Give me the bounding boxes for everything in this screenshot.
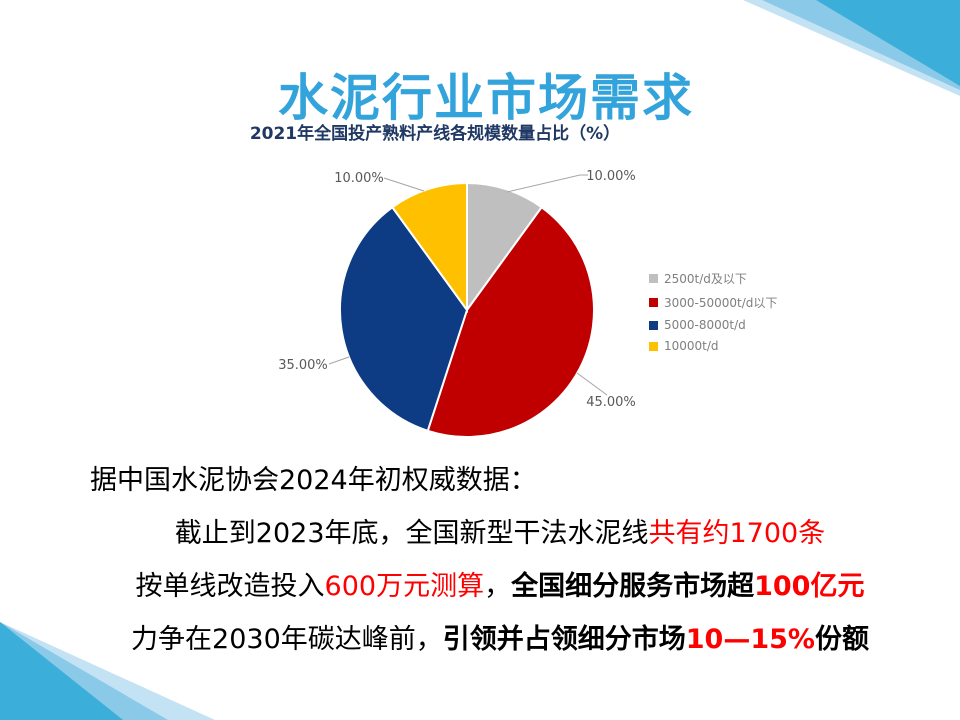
text-segment: 100亿元 [754, 571, 865, 602]
pie-slice-0 [466, 181, 544, 314]
text-segment: 引领并占领细分市场 [442, 624, 686, 655]
chart-legend: 2500t/d及以下 3000-50000t/d以下 5000-8000t/d 100… [649, 270, 777, 360]
leader-line-1 [576, 372, 608, 396]
pie-label-0: 10.00% [586, 169, 636, 184]
legend-item-1: 3000-50000t/d以下 [649, 294, 777, 311]
legend-label: 2500t/d及以下 [664, 272, 747, 286]
leader-line-2 [328, 356, 350, 365]
pie-slice-3 [390, 181, 468, 314]
legend-item-2: 5000-8000t/d [649, 318, 777, 332]
pie-label-2: 35.00% [278, 358, 328, 373]
text-segment: 力争在2030年碳达峰前， [131, 624, 443, 655]
legend-label: 10000t/d [664, 339, 719, 353]
legend-swatch-icon [649, 298, 658, 307]
legend-swatch-icon [649, 341, 658, 351]
leader-line-3 [383, 177, 425, 192]
legend-swatch-icon [649, 274, 658, 283]
body-line-1: 据中国水泥协会2024年初权威数据： [90, 466, 910, 496]
pie-label-1: 45.00% [586, 395, 636, 410]
text-segment: 按单线改造投入 [135, 571, 325, 602]
pie-chart: 10.00% 45.00% 35.00% 10.00% [278, 169, 636, 438]
body-line-2: 截止到2023年底，全国新型干法水泥线共有约1700条 [90, 519, 910, 549]
pie-slice-1 [426, 205, 595, 438]
slide-title: 水泥行业市场需求 [278, 69, 694, 127]
text-segment: 据中国水泥协会2024年初权威数据： [90, 465, 537, 496]
body-line-3: 按单线改造投入600万元测算，全国细分服务市场超100亿元 [90, 572, 910, 602]
text-segment: 共有约1700条 [648, 518, 826, 549]
text-segment: 600万元测算 [324, 571, 485, 602]
body-line-4: 力争在2030年碳达峰前，引领并占领细分市场10—15%份额 [90, 625, 910, 655]
legend-item-3: 10000t/d [649, 339, 777, 353]
text-segment: 全国细分服务市场超 [511, 571, 755, 602]
pie-data-labels: 10.00% 45.00% 35.00% 10.00% [278, 169, 636, 410]
text-segment: 份额 [814, 624, 869, 655]
text-segment: 10—15% [685, 624, 815, 655]
leader-line-0 [506, 174, 588, 193]
body-text-block: 据中国水泥协会2024年初权威数据： 截止到2023年底，全国新型干法水泥线共有约… [90, 466, 910, 678]
legend-label: 3000-50000t/d以下 [664, 296, 778, 310]
text-segment: ， [484, 571, 512, 602]
text-segment: 截止到2023年底，全国新型干法水泥线 [174, 518, 649, 549]
legend-swatch-icon [649, 320, 658, 330]
pie-label-3: 10.00% [334, 171, 384, 186]
pie-slices [339, 181, 595, 438]
pie-leader-lines [328, 174, 608, 396]
pie-slice-2 [339, 205, 469, 433]
legend-label: 5000-8000t/d [664, 318, 746, 332]
chart-title: 2021年全国投产熟料产线各规模数量占比（%） [249, 124, 621, 144]
legend-item-0: 2500t/d及以下 [649, 270, 777, 287]
